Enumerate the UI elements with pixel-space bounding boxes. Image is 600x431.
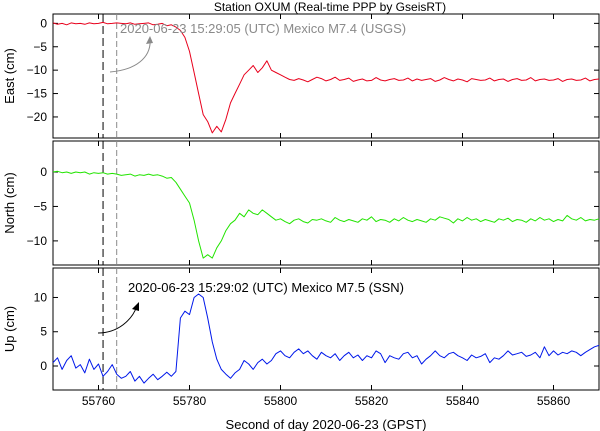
y-tick-label: −10 [27, 63, 48, 77]
x-tick-label: 55840 [446, 394, 480, 408]
x-tick-label: 55780 [173, 394, 207, 408]
usgs-annotation: 2020-06-23 15:29:05 (UTC) Mexico M7.4 (U… [120, 21, 406, 36]
east-series-line [52, 21, 600, 134]
y-tick-label: −15 [27, 87, 48, 101]
ssn-arrow [97, 305, 138, 334]
up-panel: 10 5 0 55760 55780 55800 55820 55840 55860 Up (cm… [2, 267, 600, 408]
ssn-arrow-head [132, 302, 139, 311]
x-tick-label: 55860 [537, 394, 571, 408]
plot-frame [52, 13, 600, 139]
y-axis-label: Up (cm) [2, 306, 17, 352]
y-tick-label: 0 [40, 165, 47, 179]
y-tick-label: 10 [34, 290, 48, 304]
y-tick-label: 0 [40, 16, 47, 30]
y-axis-label: East (cm) [2, 48, 17, 104]
up-series-line [52, 293, 600, 384]
plot-frame [52, 140, 600, 266]
y-tick-label: −20 [27, 110, 48, 124]
x-tick-label: 55760 [82, 394, 116, 408]
x-axis-label: Second of day 2020-06-23 (GPST) [226, 417, 427, 431]
x-tick-label: 55800 [264, 394, 298, 408]
y-tick-label: −10 [27, 234, 48, 248]
y-tick-label: 5 [40, 325, 47, 339]
east-panel: 0 −5 −10 −15 −20 East (cm) 2020-06-23 15:29:05… [2, 13, 600, 139]
usgs-arrow [109, 37, 151, 73]
y-axis-label: North (cm) [2, 172, 17, 233]
north-series-line [52, 170, 600, 259]
y-tick-label: 0 [40, 359, 47, 373]
plot-frame [52, 267, 600, 391]
y-tick-label: −5 [33, 40, 47, 54]
chart-title: Station OXUM (Real-time PPP by GseisRT) [214, 0, 446, 14]
north-panel: 0 −5 −10 North (cm) [2, 140, 600, 266]
usgs-arrow-head [146, 36, 153, 44]
ssn-annotation: 2020-06-23 15:29:02 (UTC) Mexico M7.5 (S… [128, 280, 404, 295]
x-tick-label: 55820 [355, 394, 389, 408]
y-tick-label: −5 [33, 199, 47, 213]
